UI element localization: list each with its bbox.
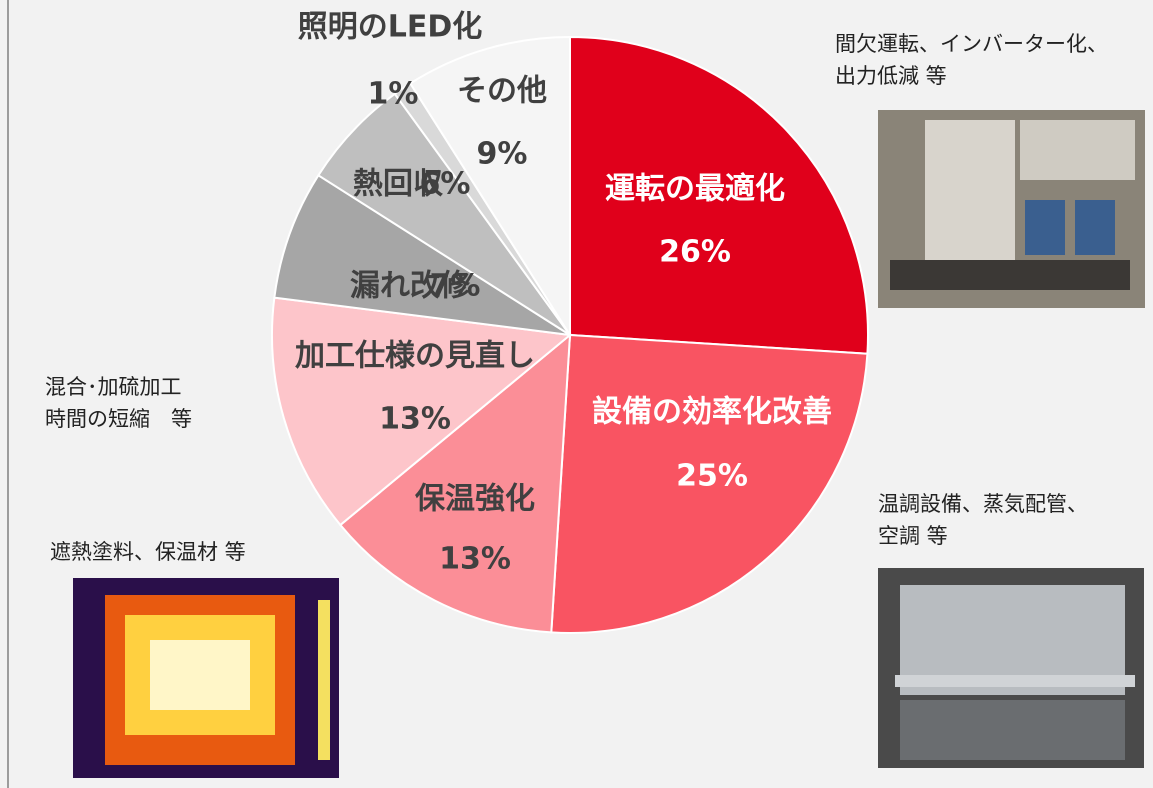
slice-label: 照明のLED化 <box>298 10 483 45</box>
annotation: 遮熱塗料、保温材 等 <box>50 540 246 564</box>
slice-value-label: 7% <box>430 269 481 304</box>
annotation: 温調設備、蒸気配管、 <box>878 492 1088 516</box>
slice-value-label: 26% <box>659 235 731 270</box>
slice-value-label: 6% <box>420 167 471 202</box>
slice-label: 運転の最適化 <box>605 172 785 207</box>
annotation: 時間の短縮 等 <box>45 407 192 431</box>
annotation: 間欠運転、インバーター化、 <box>835 32 1108 56</box>
annotation: 出力低減 等 <box>835 64 947 88</box>
annotation: 空調 等 <box>878 524 948 548</box>
slice-value-label: 13% <box>439 542 511 577</box>
slice-label: 保温強化 <box>415 482 535 517</box>
slice-value-label: 25% <box>676 459 748 494</box>
photo-control-panel <box>878 110 1145 308</box>
slice-label: 加工仕様の見直し <box>295 339 535 374</box>
slice-value-label: 1% <box>368 77 419 112</box>
slice-value-label: 9% <box>477 137 528 172</box>
pie <box>272 37 868 633</box>
slice-value-label: 13% <box>379 402 451 437</box>
slice-label: 設備の効率化改善 <box>592 395 832 430</box>
slice-label: その他 <box>457 74 547 109</box>
photo-piping <box>878 568 1144 768</box>
annotation: 混合･加硫加工 <box>45 375 182 399</box>
chart: 運転の最適化26%設備の効率化改善25%保温強化13%加工仕様の見直し13%漏れ… <box>0 0 1153 788</box>
photo-thermal <box>73 578 339 778</box>
